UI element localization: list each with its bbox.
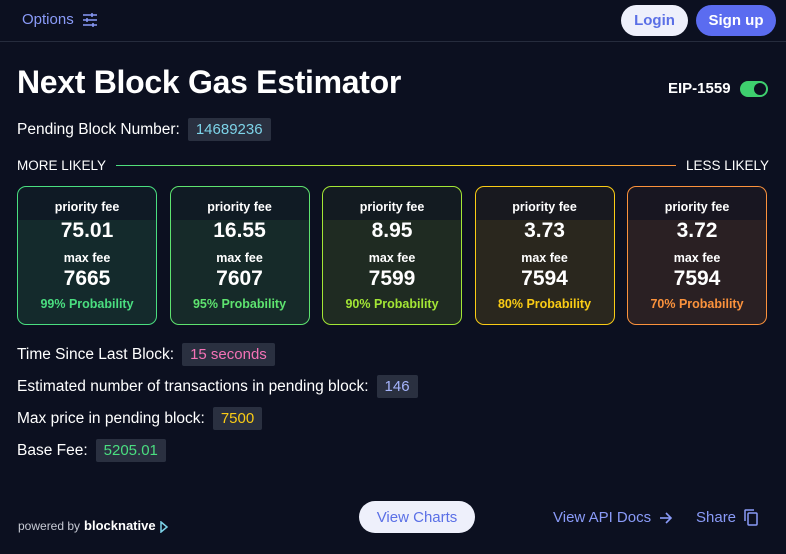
probability-label: 99% Probability — [40, 297, 134, 311]
estimate-card[interactable]: priority fee 3.72 max fee 7594 70% Proba… — [627, 186, 767, 325]
max-fee-label: max fee — [63, 251, 111, 265]
priority-fee-label: priority fee — [54, 200, 120, 214]
priority-fee-value: 3.72 — [676, 219, 718, 242]
max-price-value: 7500 — [212, 407, 263, 430]
sliders-icon — [82, 12, 97, 27]
card-body-bg — [170, 220, 309, 324]
powered-by: powered by blocknative — [18, 518, 169, 534]
card-header-bg — [628, 187, 766, 220]
estimate-card[interactable]: priority fee 8.95 max fee 7599 90% Proba… — [322, 186, 462, 325]
pending-block-value: 14689236 — [187, 118, 271, 141]
powered-by-label: powered by — [18, 518, 81, 533]
base-fee-value: 5205.01 — [95, 439, 166, 462]
pending-block-row: Pending Block Number: 14689236 — [17, 118, 271, 141]
card-header-bg — [170, 187, 309, 220]
estimate-card[interactable]: priority fee 3.73 max fee 7594 80% Proba… — [474, 186, 615, 325]
card-body-bg — [475, 220, 614, 324]
max-fee-label: max fee — [216, 251, 263, 265]
options-label: Options — [22, 11, 74, 28]
priority-fee-value: 16.55 — [213, 219, 266, 242]
max-fee-value: 7607 — [216, 267, 263, 290]
api-docs-label: View API Docs — [553, 509, 652, 526]
more-likely-label: MORE LIKELY — [17, 157, 107, 173]
likelihood-scale: MORE LIKELY LESS LIKELY — [17, 157, 769, 173]
likelihood-gradient-line — [116, 164, 676, 166]
max-fee-value: 7599 — [368, 267, 416, 290]
card-body-bg — [323, 220, 461, 324]
priority-fee-value: 8.95 — [371, 219, 413, 242]
probability-label: 95% Probability — [192, 297, 287, 311]
max-price-label: Max price in pending block: — [17, 409, 205, 427]
arrow-right-icon — [660, 511, 673, 524]
priority-fee-label: priority fee — [664, 200, 730, 214]
max-fee-value: 7665 — [63, 267, 111, 290]
priority-fee-value: 75.01 — [60, 219, 114, 242]
estimate-card[interactable]: priority fee 16.55 max fee 7607 95% Prob… — [169, 186, 310, 325]
less-likely-label: LESS LIKELY — [685, 157, 769, 173]
tx-count-value: 146 — [376, 375, 418, 398]
page-title: Next Block Gas Estimator — [17, 64, 402, 100]
blocknative-mark-icon — [160, 519, 169, 534]
view-api-docs-link[interactable]: View API Docs — [553, 509, 673, 526]
card-body-bg — [18, 220, 156, 324]
copy-icon — [744, 509, 758, 526]
time-since-label: Time Since Last Block: — [17, 345, 175, 363]
eip-label: EIP-1559 — [668, 80, 731, 97]
blocknative-logo[interactable]: blocknative — [84, 518, 169, 534]
card-header-bg — [18, 187, 156, 220]
time-since-value: 15 seconds — [182, 343, 275, 366]
tx-count-row: Estimated number of transactions in pend… — [17, 375, 418, 398]
base-fee-row: Base Fee: 5205.01 — [17, 439, 166, 462]
login-button[interactable]: Login — [621, 5, 688, 36]
priority-fee-value: 3.73 — [524, 219, 565, 242]
pending-block-label: Pending Block Number: — [17, 120, 180, 138]
max-fee-label: max fee — [673, 251, 721, 265]
priority-fee-label: priority fee — [512, 200, 577, 214]
share-label: Share — [696, 509, 737, 526]
signup-button[interactable]: Sign up — [696, 5, 776, 36]
card-header-bg — [323, 187, 461, 220]
eip-toggle[interactable] — [739, 80, 768, 97]
max-price-row: Max price in pending block: 7500 — [17, 407, 263, 430]
max-fee-value: 7594 — [521, 267, 568, 290]
max-fee-label: max fee — [368, 251, 416, 265]
card-body-bg — [628, 220, 766, 324]
share-link[interactable]: Share — [696, 509, 758, 526]
eip-toggle-group: EIP-1559 — [668, 80, 768, 97]
probability-label: 80% Probability — [497, 297, 592, 311]
base-fee-label: Base Fee: — [17, 441, 88, 459]
priority-fee-label: priority fee — [359, 200, 425, 214]
brand-name: blocknative — [84, 518, 156, 533]
tx-count-label: Estimated number of transactions in pend… — [17, 377, 369, 395]
probability-label: 90% Probability — [345, 297, 439, 311]
time-since-row: Time Since Last Block: 15 seconds — [17, 343, 275, 366]
probability-label: 70% Probability — [650, 297, 744, 311]
options-button[interactable]: Options — [22, 11, 98, 28]
max-fee-value: 7594 — [673, 267, 721, 290]
card-header-bg — [475, 187, 614, 220]
priority-fee-label: priority fee — [207, 200, 272, 214]
max-fee-label: max fee — [521, 251, 568, 265]
top-bar: Options Login Sign up — [0, 0, 786, 42]
view-charts-button[interactable]: View Charts — [359, 501, 475, 533]
estimate-card[interactable]: priority fee 75.01 max fee 7665 99% Prob… — [17, 186, 157, 325]
